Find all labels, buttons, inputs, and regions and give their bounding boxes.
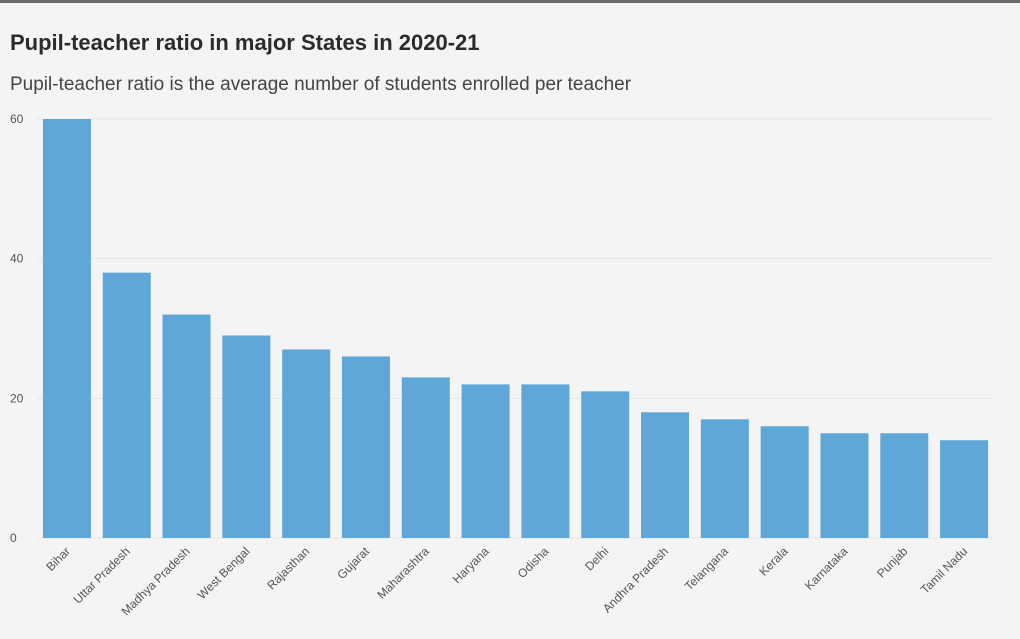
bars-layer bbox=[42, 119, 989, 538]
bar-maharashtra bbox=[401, 377, 450, 538]
bar-rajasthan bbox=[282, 349, 331, 538]
top-rule bbox=[0, 0, 1020, 3]
x-category-label: Karnataka bbox=[802, 544, 851, 593]
bar-kerala bbox=[760, 426, 809, 538]
y-tick-label: 60 bbox=[10, 112, 24, 126]
y-tick-label: 20 bbox=[10, 391, 24, 405]
x-category-label: Kerala bbox=[756, 544, 791, 579]
bar-odisha bbox=[521, 384, 570, 538]
bar-telangana bbox=[700, 419, 749, 538]
bar-gujarat bbox=[341, 356, 390, 538]
bar-uttar-pradesh bbox=[102, 272, 151, 538]
bar-haryana bbox=[461, 384, 510, 538]
x-category-label: Maharashtra bbox=[374, 544, 432, 602]
bar-tamil-nadu bbox=[940, 440, 989, 538]
x-category-label: Gujarat bbox=[334, 544, 372, 582]
x-category-label: Haryana bbox=[450, 544, 492, 586]
x-category-label: Odisha bbox=[515, 544, 552, 581]
x-category-label: Andhra Pradesh bbox=[600, 544, 671, 615]
bar-west-bengal bbox=[222, 335, 271, 538]
y-tick-label: 40 bbox=[10, 252, 24, 266]
bar-bihar bbox=[42, 119, 91, 538]
bar-punjab bbox=[880, 433, 929, 538]
y-tick-label: 0 bbox=[10, 531, 17, 545]
x-category-label: Rajasthan bbox=[264, 544, 312, 592]
chart-title: Pupil-teacher ratio in major States in 2… bbox=[10, 30, 480, 55]
bar-karnataka bbox=[820, 433, 869, 538]
x-category-label: Telangana bbox=[682, 544, 731, 593]
x-category-label: Tamil Nadu bbox=[918, 544, 970, 596]
x-category-label: West Bengal bbox=[195, 544, 253, 602]
x-category-label: Uttar Pradesh bbox=[71, 544, 133, 606]
x-category-label: Delhi bbox=[582, 544, 611, 573]
x-category-label: Punjab bbox=[874, 544, 911, 581]
bar-madhya-pradesh bbox=[162, 314, 211, 538]
chart-subtitle: Pupil-teacher ratio is the average numbe… bbox=[10, 74, 632, 95]
x-category-label: Bihar bbox=[43, 544, 73, 574]
bar-andhra-pradesh bbox=[641, 412, 690, 538]
bar-delhi bbox=[581, 391, 630, 538]
